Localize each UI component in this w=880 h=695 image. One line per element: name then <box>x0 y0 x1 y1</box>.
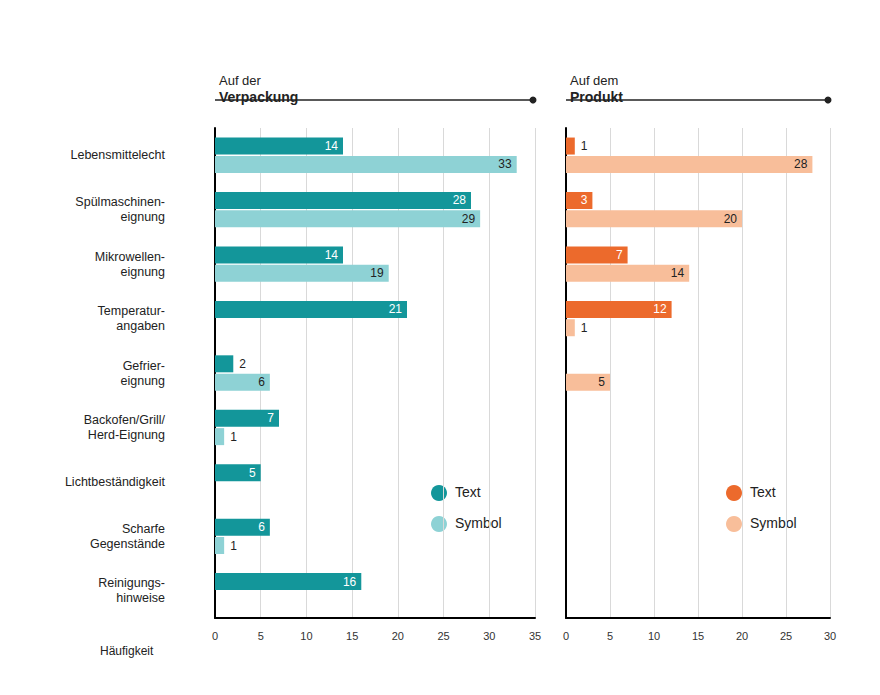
svg-text:19: 19 <box>370 266 384 280</box>
svg-text:eignung: eignung <box>121 265 166 279</box>
svg-text:25: 25 <box>437 630 449 642</box>
svg-text:5: 5 <box>598 375 605 389</box>
svg-text:3: 3 <box>581 193 588 207</box>
svg-text:1: 1 <box>581 139 588 153</box>
svg-text:Auf der: Auf der <box>219 73 262 88</box>
svg-text:15: 15 <box>692 630 704 642</box>
svg-text:29: 29 <box>462 212 476 226</box>
svg-text:25: 25 <box>780 630 792 642</box>
svg-text:Herd-Eignung: Herd-Eignung <box>88 428 165 442</box>
svg-text:28: 28 <box>794 157 808 171</box>
svg-text:1: 1 <box>581 321 588 335</box>
svg-text:Verpackung: Verpackung <box>219 89 298 105</box>
svg-text:5: 5 <box>258 630 264 642</box>
svg-text:Reinigungs-: Reinigungs- <box>98 576 165 590</box>
svg-text:Symbol: Symbol <box>750 515 797 531</box>
svg-text:Lichtbeständigkeit: Lichtbeständigkeit <box>65 475 166 489</box>
svg-text:7: 7 <box>616 248 623 262</box>
svg-text:30: 30 <box>824 630 836 642</box>
svg-text:Scharfe: Scharfe <box>122 522 165 536</box>
svg-text:1: 1 <box>230 430 237 444</box>
svg-text:Auf dem: Auf dem <box>570 73 618 88</box>
svg-text:angaben: angaben <box>116 319 165 333</box>
svg-text:eignung: eignung <box>121 374 166 388</box>
svg-text:Häufigkeit: Häufigkeit <box>100 644 154 658</box>
svg-text:hinweise: hinweise <box>116 591 165 605</box>
svg-text:Temperatur-: Temperatur- <box>98 304 165 318</box>
svg-text:20: 20 <box>392 630 404 642</box>
svg-text:5: 5 <box>607 630 613 642</box>
svg-text:6: 6 <box>258 375 265 389</box>
svg-text:12: 12 <box>653 302 667 316</box>
svg-text:Gegenstände: Gegenstände <box>90 537 165 551</box>
svg-text:5: 5 <box>249 466 256 480</box>
svg-text:0: 0 <box>212 630 218 642</box>
svg-text:2: 2 <box>239 357 246 371</box>
svg-text:Spülmaschinen-: Spülmaschinen- <box>75 195 165 209</box>
svg-text:21: 21 <box>389 302 403 316</box>
svg-text:16: 16 <box>343 575 357 589</box>
svg-text:28: 28 <box>453 193 467 207</box>
svg-text:Text: Text <box>455 484 481 500</box>
svg-text:Gefrier-: Gefrier- <box>123 359 165 373</box>
svg-text:15: 15 <box>346 630 358 642</box>
svg-text:14: 14 <box>325 139 339 153</box>
svg-text:20: 20 <box>736 630 748 642</box>
svg-text:1: 1 <box>230 539 237 553</box>
svg-text:eignung: eignung <box>121 210 166 224</box>
svg-text:33: 33 <box>498 157 512 171</box>
svg-text:30: 30 <box>483 630 495 642</box>
svg-text:10: 10 <box>300 630 312 642</box>
svg-text:35: 35 <box>529 630 541 642</box>
svg-text:Lebensmittelecht: Lebensmittelecht <box>70 148 165 162</box>
svg-text:Produkt: Produkt <box>570 89 623 105</box>
svg-text:Symbol: Symbol <box>455 515 502 531</box>
svg-text:14: 14 <box>325 248 339 262</box>
svg-text:Backofen/Grill/: Backofen/Grill/ <box>84 413 166 427</box>
svg-text:10: 10 <box>648 630 660 642</box>
svg-text:14: 14 <box>671 266 685 280</box>
svg-text:Mikrowellen-: Mikrowellen- <box>95 250 165 264</box>
svg-text:20: 20 <box>724 212 738 226</box>
svg-text:6: 6 <box>258 520 265 534</box>
svg-text:7: 7 <box>267 411 274 425</box>
svg-text:Text: Text <box>750 484 776 500</box>
svg-text:0: 0 <box>563 630 569 642</box>
